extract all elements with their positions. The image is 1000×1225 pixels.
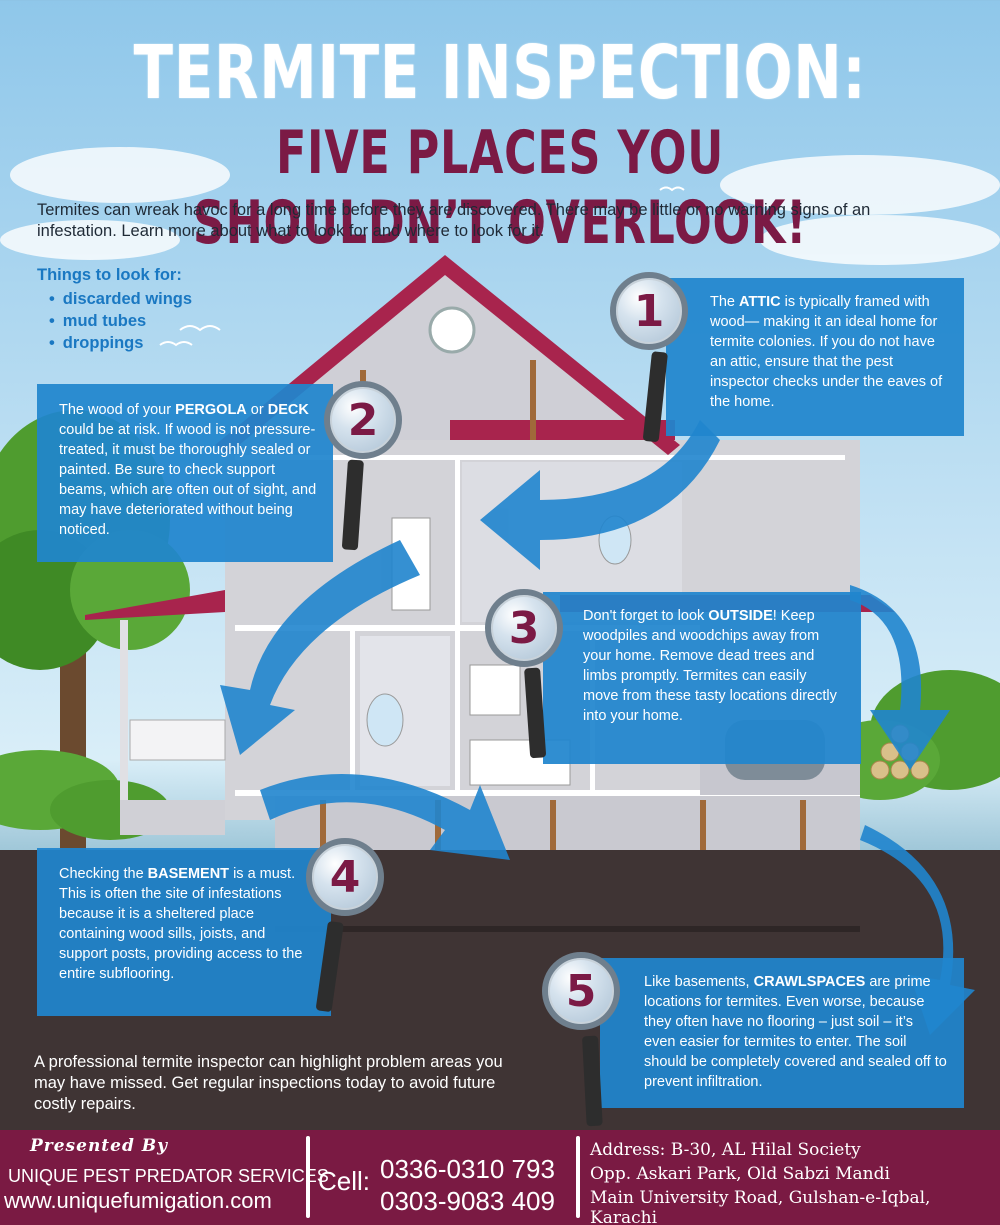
box-text: ! Keep woodpiles and woodchips away from…	[583, 608, 837, 724]
box-text: is a must. This is often the site of inf…	[59, 866, 303, 982]
intro-text: Termites can wreak havoc for a long time…	[37, 201, 871, 240]
look-for-list: discarded wings mud tubes droppings	[37, 288, 192, 354]
address-line: Main University Road, Gulshan-e-Iqbal, K…	[590, 1188, 931, 1225]
box-text: or	[246, 402, 268, 418]
pergola-info-box: The wood of your PERGOLA or DECK could b…	[37, 384, 333, 562]
box-keyword: ATTIC	[739, 294, 781, 310]
things-to-look-for: Things to look for: discarded wings mud …	[37, 266, 192, 354]
magnifier-1: 1	[610, 272, 688, 350]
box-text: Checking the	[59, 866, 148, 882]
phone-number[interactable]: 0303-9083 409	[380, 1186, 555, 1216]
place-number: 1	[633, 285, 665, 337]
list-item: droppings	[49, 332, 192, 354]
cell-label: Cell:	[318, 1166, 371, 1196]
place-number: 3	[508, 602, 540, 654]
presented-by: Presented By	[30, 1136, 169, 1156]
crawlspaces-info-box: Like basements, CRAWLSPACES are prime lo…	[600, 958, 964, 1108]
box-keyword: CRAWLSPACES	[753, 974, 866, 990]
box-text: Like basements,	[644, 974, 754, 990]
magnifier-5: 5	[542, 952, 620, 1030]
divider	[576, 1136, 580, 1218]
box-keyword: BASEMENT	[147, 866, 230, 882]
box-keyword: PERGOLA	[175, 402, 247, 418]
outside-info-box: Don't forget to look OUTSIDE! Keep woodp…	[543, 592, 861, 764]
attic-info-box: The ATTIC is typically framed with wood—…	[666, 278, 964, 436]
box-keyword: OUTSIDE	[708, 608, 773, 624]
clouds	[0, 147, 1000, 265]
box-text: The	[710, 294, 740, 310]
box-keyword: DECK	[267, 402, 309, 418]
basement-info-box: Checking the BASEMENT is a must. This is…	[37, 848, 331, 1016]
divider	[306, 1136, 310, 1218]
place-number: 5	[565, 965, 597, 1017]
magnifier-3: 3	[485, 589, 563, 667]
magnifier-4: 4	[306, 838, 384, 916]
box-text: could be at risk. If wood is not pressur…	[59, 422, 317, 538]
company-name: UNIQUE PEST PREDATOR SERVICES	[8, 1166, 329, 1186]
look-for-heading: Things to look for:	[37, 266, 182, 284]
address-line: Opp. Askari Park, Old Sabzi Mandi	[590, 1164, 890, 1184]
place-number: 4	[329, 851, 361, 903]
phone-number[interactable]: 0336-0310 793	[380, 1154, 555, 1184]
box-text: The wood of your	[59, 402, 176, 418]
title-line-2: FIVE PLACES YOU SHOULDN’T OVERLOOK!	[192, 118, 808, 258]
box-text: Don't forget to look	[583, 608, 709, 624]
website-link[interactable]: www.uniquefumigation.com	[4, 1188, 272, 1213]
footer-bar: Presented By UNIQUE PEST PREDATOR SERVIC…	[0, 1130, 1000, 1225]
title-line-1: TERMITE INSPECTION:	[133, 30, 867, 116]
list-item: discarded wings	[49, 288, 192, 310]
closing-text: A professional termite inspector can hig…	[34, 1053, 503, 1113]
place-number: 2	[347, 394, 379, 446]
magnifier-2: 2	[324, 381, 402, 459]
box-text: is typically framed with wood— making it…	[710, 294, 943, 410]
box-text: are prime locations for termites. Even w…	[644, 974, 947, 1090]
list-item: mud tubes	[49, 310, 192, 332]
address-line: Address: B-30, AL Hilal Society	[590, 1140, 861, 1160]
